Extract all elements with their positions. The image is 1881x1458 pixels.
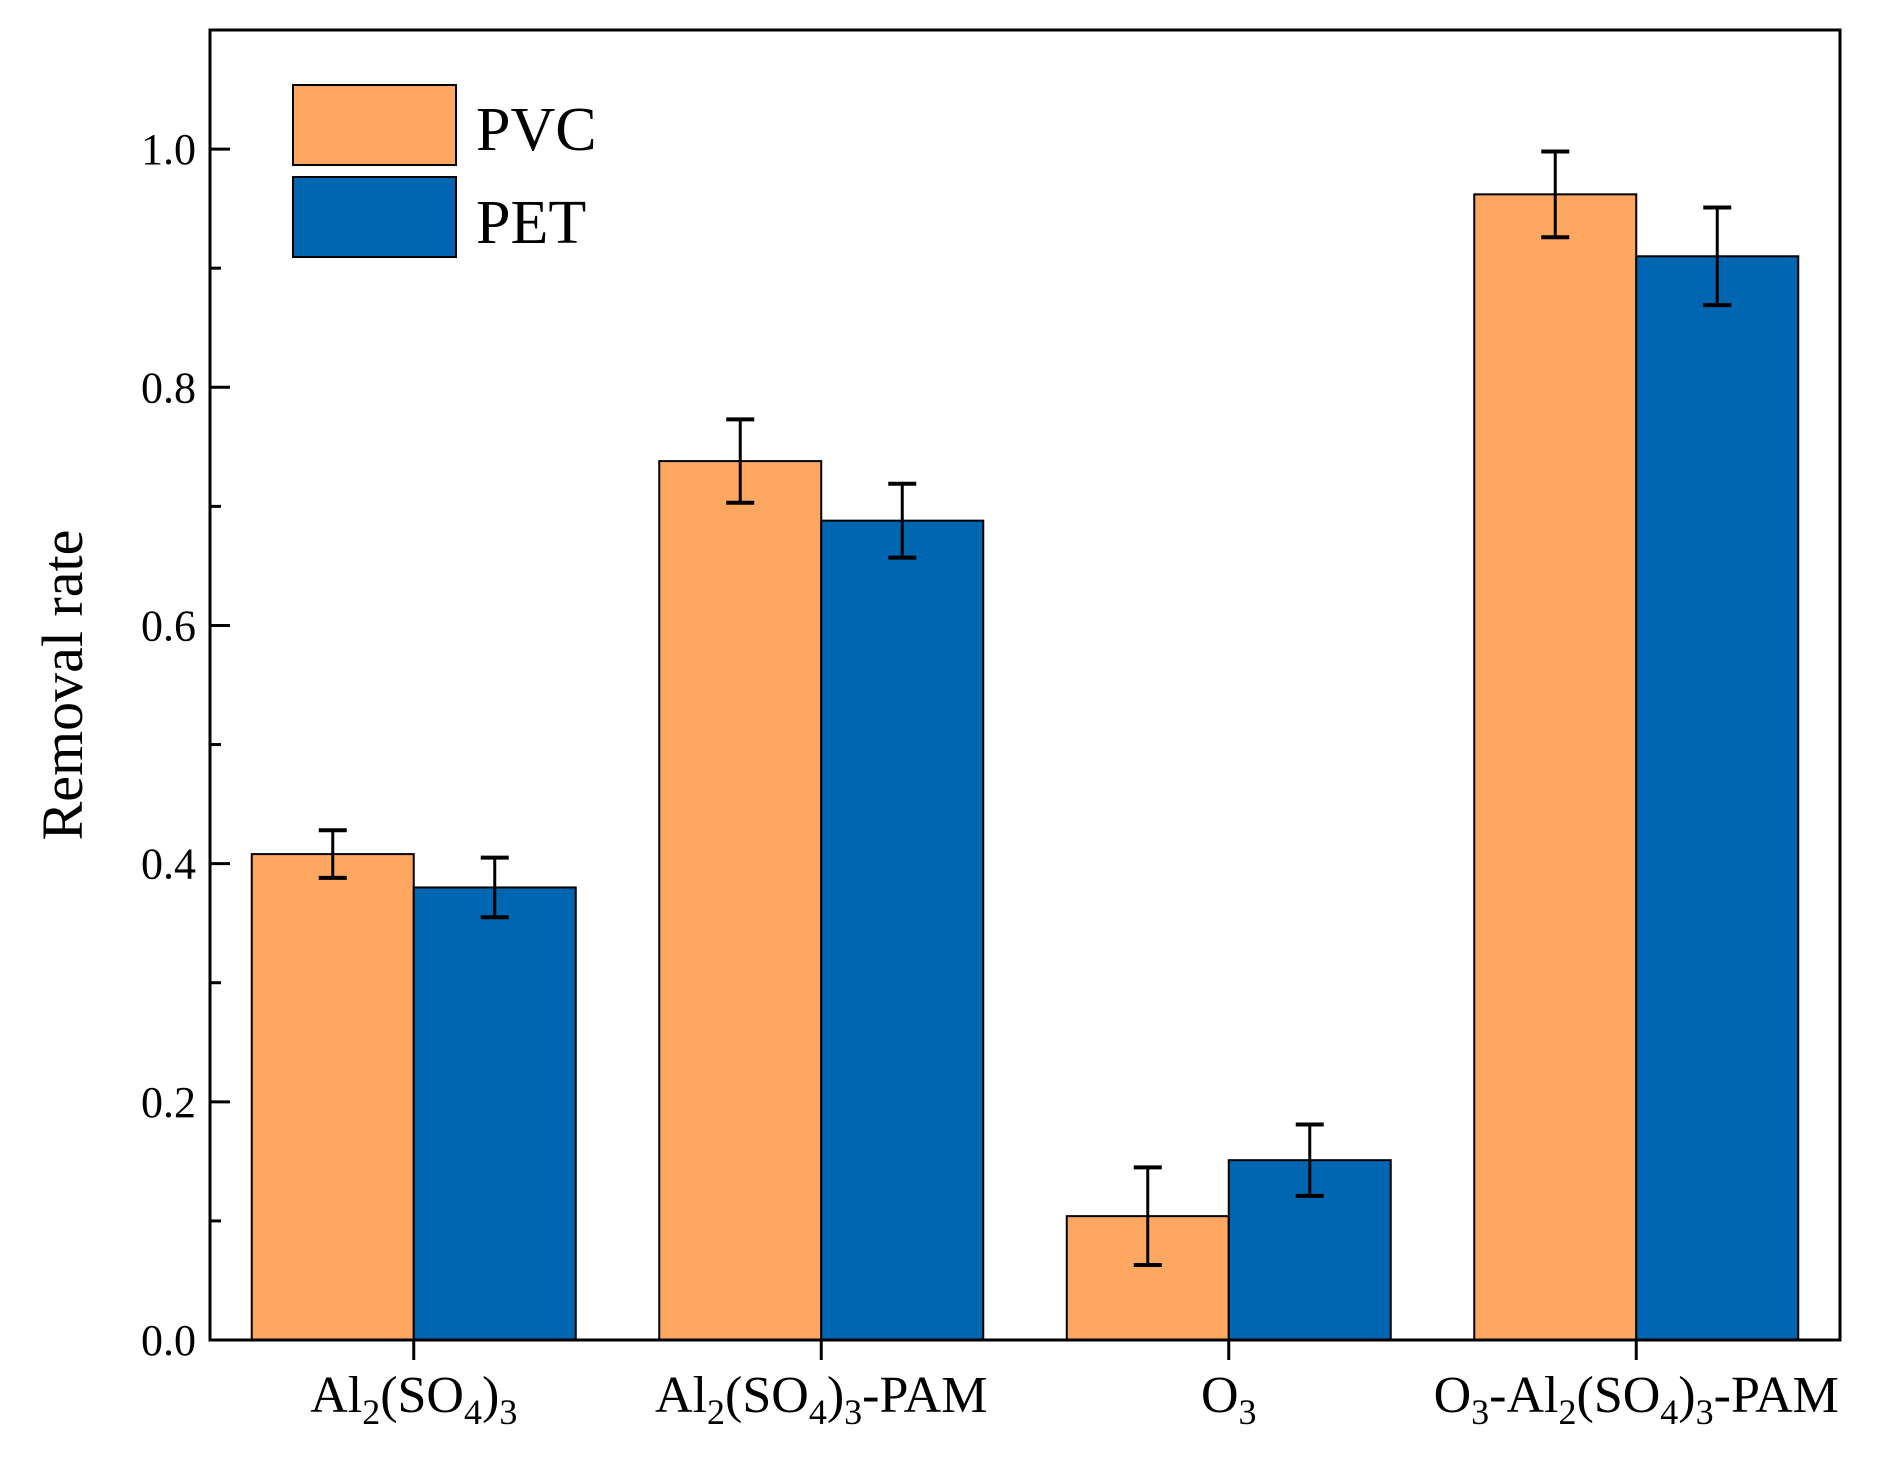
bar-pvc-2: [658, 460, 823, 1342]
error-bars-layer: [318, 149, 1732, 1267]
x-axis: Al2(SO4)3 Al2(SO4)3-PAM O3 O3-Al2(SO4)3-PAM: [310, 1340, 1839, 1432]
legend-label-pvc: PVC: [476, 96, 597, 164]
x-tick-label-2: Al2(SO4)3-PAM: [655, 1367, 987, 1432]
y-tick-label: 0.6: [141, 601, 196, 650]
error-bar-pvc-2: [726, 417, 755, 505]
plot-frame: [208, 28, 1842, 1342]
bar-pvc-4: [1473, 193, 1638, 1341]
y-tick-label: 0.2: [141, 1078, 196, 1127]
y-tick-label: 1.0: [141, 125, 196, 174]
error-bar-pvc-1: [318, 828, 347, 880]
error-bar-pet-2: [888, 481, 917, 560]
bar-pvc-1: [250, 853, 415, 1341]
error-bar-pet-1: [480, 855, 509, 920]
bar-pet-4: [1635, 255, 1800, 1342]
x-tick-label-4: O3-Al2(SO4)3-PAM: [1434, 1367, 1839, 1432]
legend-label-pet: PET: [476, 189, 586, 257]
y-tick-label: 0.4: [141, 840, 196, 889]
bar-pet-2: [820, 519, 985, 1341]
y-axis-title: Removal rate: [30, 530, 95, 841]
y-tick-label: 0.0: [141, 1316, 196, 1365]
x-tick-label-3: O3: [1201, 1367, 1257, 1432]
legend-swatch-pvc: [292, 84, 457, 166]
bar-pet-1: [412, 886, 577, 1341]
bars-layer: [250, 193, 1800, 1342]
legend: PVC PET: [292, 84, 597, 258]
error-bar-pvc-3: [1133, 1165, 1162, 1267]
legend-swatch-pet: [292, 176, 457, 258]
x-tick-label-1: Al2(SO4)3: [310, 1367, 517, 1432]
error-bar-pvc-4: [1541, 149, 1570, 240]
y-axis: 0.0 0.2 0.4 0.6 0.8 1.0: [141, 125, 230, 1365]
error-bar-pet-4: [1703, 205, 1732, 308]
y-tick-label: 0.8: [141, 363, 196, 412]
error-bar-pet-3: [1295, 1122, 1324, 1198]
